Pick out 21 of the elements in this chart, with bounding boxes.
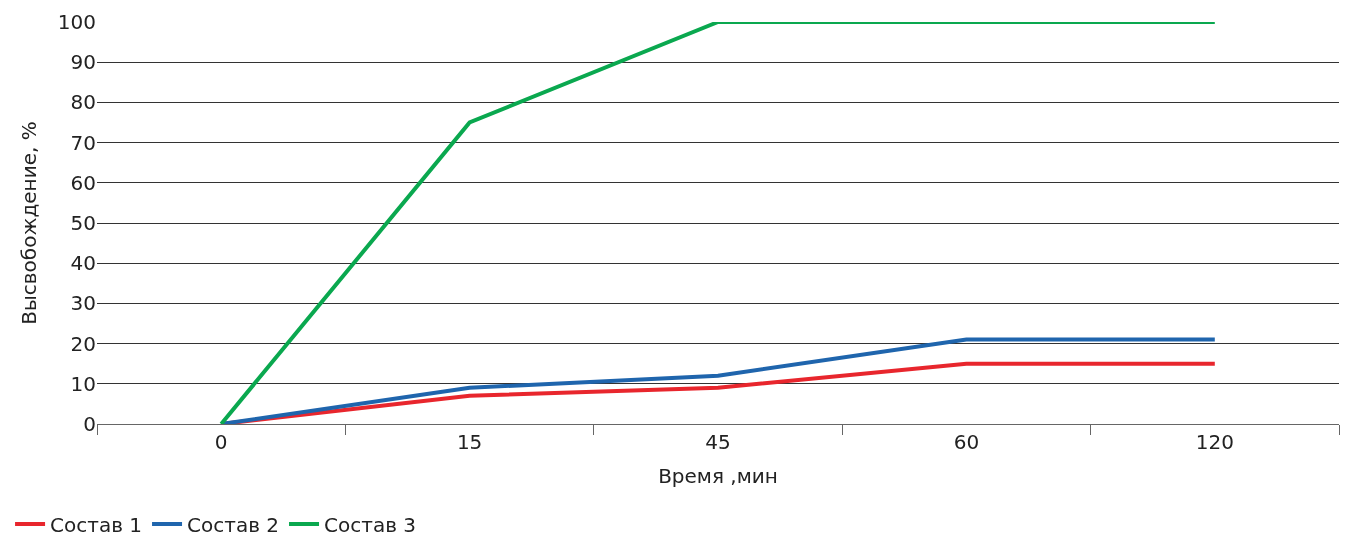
- legend-label: Состав 1: [50, 512, 143, 537]
- x-tick-label: 60: [953, 430, 980, 454]
- x-tick-label: 120: [1195, 430, 1234, 454]
- y-tick-label: 10: [70, 371, 96, 396]
- y-tick-label: 90: [70, 50, 96, 75]
- x-tick-label: 45: [705, 430, 731, 454]
- y-tick-label: 20: [70, 331, 96, 356]
- legend-label: Состав 3: [324, 512, 417, 537]
- y-tick-label: 40: [70, 251, 96, 276]
- x-tick-label: 15: [456, 430, 483, 454]
- y-tick-label: 50: [70, 211, 96, 235]
- y-tick-label: 60: [70, 170, 96, 195]
- legend-label: Состав 2: [187, 512, 280, 537]
- y-tick-label: 70: [70, 130, 96, 155]
- y-tick-label: 100: [57, 10, 96, 34]
- x-axis-title: Время ,мин: [658, 463, 778, 488]
- y-axis-title: Высвобождение, %: [17, 121, 42, 325]
- x-tick-label: 0: [214, 430, 228, 454]
- y-tick-label: 80: [70, 90, 96, 115]
- y-tick-label: 30: [70, 291, 96, 316]
- y-tick-label: 0: [83, 412, 96, 436]
